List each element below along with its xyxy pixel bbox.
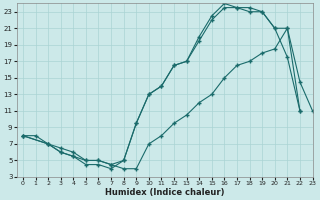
X-axis label: Humidex (Indice chaleur): Humidex (Indice chaleur) xyxy=(105,188,224,197)
